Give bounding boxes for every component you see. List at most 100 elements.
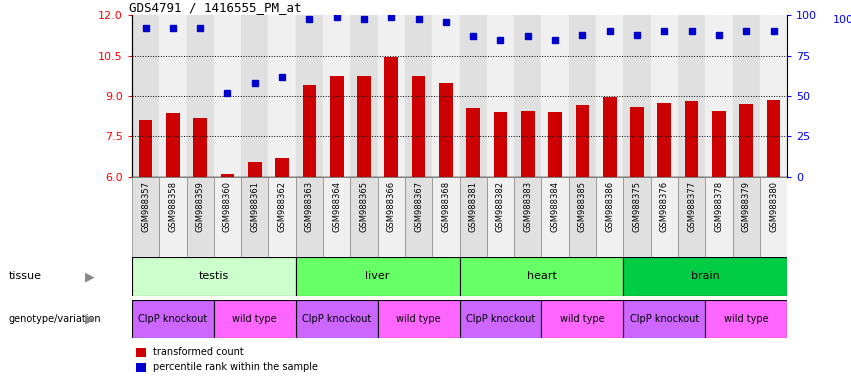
Bar bbox=[624, 15, 651, 177]
Bar bbox=[405, 177, 432, 257]
Bar bbox=[220, 174, 234, 177]
Bar bbox=[568, 15, 596, 177]
Text: liver: liver bbox=[365, 271, 390, 281]
Text: GSM988383: GSM988383 bbox=[523, 181, 532, 232]
Bar bbox=[159, 15, 186, 177]
Text: GSM988384: GSM988384 bbox=[551, 181, 560, 232]
Bar bbox=[541, 300, 623, 338]
Bar bbox=[432, 15, 460, 177]
Bar bbox=[214, 177, 241, 257]
Text: GSM988359: GSM988359 bbox=[196, 181, 204, 232]
Text: 100%: 100% bbox=[833, 15, 851, 25]
Bar bbox=[514, 15, 541, 177]
Bar bbox=[623, 257, 787, 296]
Bar bbox=[548, 112, 562, 177]
Text: GSM988363: GSM988363 bbox=[305, 181, 314, 232]
Bar bbox=[405, 15, 432, 177]
Bar bbox=[494, 112, 507, 177]
Bar bbox=[296, 257, 460, 296]
Bar bbox=[678, 15, 705, 177]
Bar bbox=[357, 76, 371, 177]
Text: GSM988368: GSM988368 bbox=[442, 181, 450, 232]
Text: heart: heart bbox=[527, 271, 557, 281]
Bar bbox=[378, 15, 405, 177]
Bar bbox=[296, 300, 378, 338]
Text: genotype/variation: genotype/variation bbox=[9, 314, 101, 324]
Text: GSM988360: GSM988360 bbox=[223, 181, 232, 232]
Bar bbox=[651, 177, 678, 257]
Bar bbox=[378, 177, 405, 257]
Text: wild type: wild type bbox=[560, 314, 605, 324]
Bar bbox=[466, 108, 480, 177]
Bar bbox=[296, 177, 323, 257]
Text: GSM988380: GSM988380 bbox=[769, 181, 778, 232]
Bar bbox=[521, 111, 534, 177]
Bar bbox=[268, 15, 296, 177]
Bar bbox=[323, 15, 351, 177]
Text: GSM988367: GSM988367 bbox=[414, 181, 423, 232]
Bar bbox=[487, 15, 514, 177]
Bar bbox=[460, 300, 541, 338]
Bar bbox=[705, 300, 787, 338]
Text: transformed count: transformed count bbox=[153, 347, 244, 357]
Text: GDS4791 / 1416555_PM_at: GDS4791 / 1416555_PM_at bbox=[129, 1, 301, 14]
Bar bbox=[740, 104, 753, 177]
Bar bbox=[678, 177, 705, 257]
Text: GSM988366: GSM988366 bbox=[387, 181, 396, 232]
Text: GSM988379: GSM988379 bbox=[742, 181, 751, 232]
Bar bbox=[760, 15, 787, 177]
Bar bbox=[186, 15, 214, 177]
Text: testis: testis bbox=[198, 271, 229, 281]
Bar bbox=[623, 177, 651, 257]
Bar bbox=[767, 100, 780, 177]
Bar bbox=[248, 162, 261, 177]
Text: GSM988358: GSM988358 bbox=[168, 181, 177, 232]
Bar bbox=[132, 15, 159, 177]
Bar bbox=[541, 177, 568, 257]
Text: ClpP knockout: ClpP knockout bbox=[465, 314, 535, 324]
Text: GSM988378: GSM988378 bbox=[715, 181, 723, 232]
Bar bbox=[303, 85, 317, 177]
Bar bbox=[412, 76, 426, 177]
Text: GSM988361: GSM988361 bbox=[250, 181, 260, 232]
Bar bbox=[705, 15, 733, 177]
Bar bbox=[214, 300, 296, 338]
Bar bbox=[733, 15, 760, 177]
Bar bbox=[623, 300, 705, 338]
Bar bbox=[514, 177, 541, 257]
Bar bbox=[351, 15, 378, 177]
Bar bbox=[385, 57, 398, 177]
Bar bbox=[596, 177, 623, 257]
Bar bbox=[712, 111, 726, 177]
Text: GSM988382: GSM988382 bbox=[496, 181, 505, 232]
Bar bbox=[651, 15, 678, 177]
Bar bbox=[193, 118, 207, 177]
Text: wild type: wild type bbox=[724, 314, 768, 324]
Text: ▶: ▶ bbox=[84, 270, 94, 283]
Bar bbox=[378, 300, 460, 338]
Bar bbox=[596, 15, 624, 177]
Text: GSM988364: GSM988364 bbox=[332, 181, 341, 232]
Bar bbox=[132, 300, 214, 338]
Text: GSM988385: GSM988385 bbox=[578, 181, 587, 232]
Bar bbox=[487, 177, 514, 257]
Bar bbox=[541, 15, 568, 177]
Bar bbox=[241, 177, 268, 257]
Bar bbox=[575, 106, 589, 177]
Bar bbox=[733, 177, 760, 257]
Text: wild type: wild type bbox=[397, 314, 441, 324]
Bar bbox=[460, 257, 623, 296]
Text: tissue: tissue bbox=[9, 271, 42, 281]
Bar bbox=[323, 177, 351, 257]
Bar bbox=[568, 177, 596, 257]
Bar bbox=[132, 177, 159, 257]
Bar bbox=[166, 114, 180, 177]
Bar bbox=[631, 107, 644, 177]
Text: GSM988376: GSM988376 bbox=[660, 181, 669, 232]
Bar bbox=[214, 15, 241, 177]
Text: GSM988365: GSM988365 bbox=[359, 181, 368, 232]
Bar bbox=[760, 177, 787, 257]
Text: percentile rank within the sample: percentile rank within the sample bbox=[153, 362, 318, 372]
Text: GSM988381: GSM988381 bbox=[469, 181, 477, 232]
Bar bbox=[330, 76, 344, 177]
